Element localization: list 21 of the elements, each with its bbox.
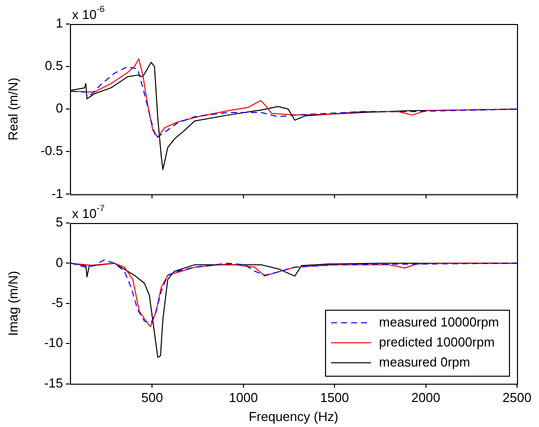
y-axis-title: Real (m/N) [5, 78, 20, 141]
x-tick-label: 500 [141, 390, 163, 406]
y-tick-label: -10 [44, 335, 63, 350]
y-tick-label: 5 [56, 214, 63, 230]
x-tick-label: 1000 [228, 390, 258, 406]
legend-label: measured 10000rpm [379, 314, 500, 330]
y-tick-label: 1 [56, 16, 63, 31]
x-axis-title: Frequency (Hz) [248, 408, 338, 424]
y-tick-label: 0 [56, 100, 63, 116]
y-axis-title: Imag (m/N) [5, 270, 20, 336]
y-tick-label: -1 [51, 186, 63, 201]
y-tick-label: -0.5 [40, 143, 63, 158]
x-tick-label: 1500 [320, 390, 350, 406]
y-tick-label: -5 [51, 294, 63, 310]
y-tick-label: 0 [56, 254, 63, 270]
x-tick-label: 2000 [411, 390, 440, 406]
x-tick-label: 2500 [502, 390, 532, 406]
legend-label: measured 0rpm [379, 354, 470, 370]
y-tick-label: 0.5 [44, 58, 63, 74]
y-tick-label: -15 [44, 375, 63, 390]
legend-label: predicted 10000rpm [379, 334, 495, 350]
